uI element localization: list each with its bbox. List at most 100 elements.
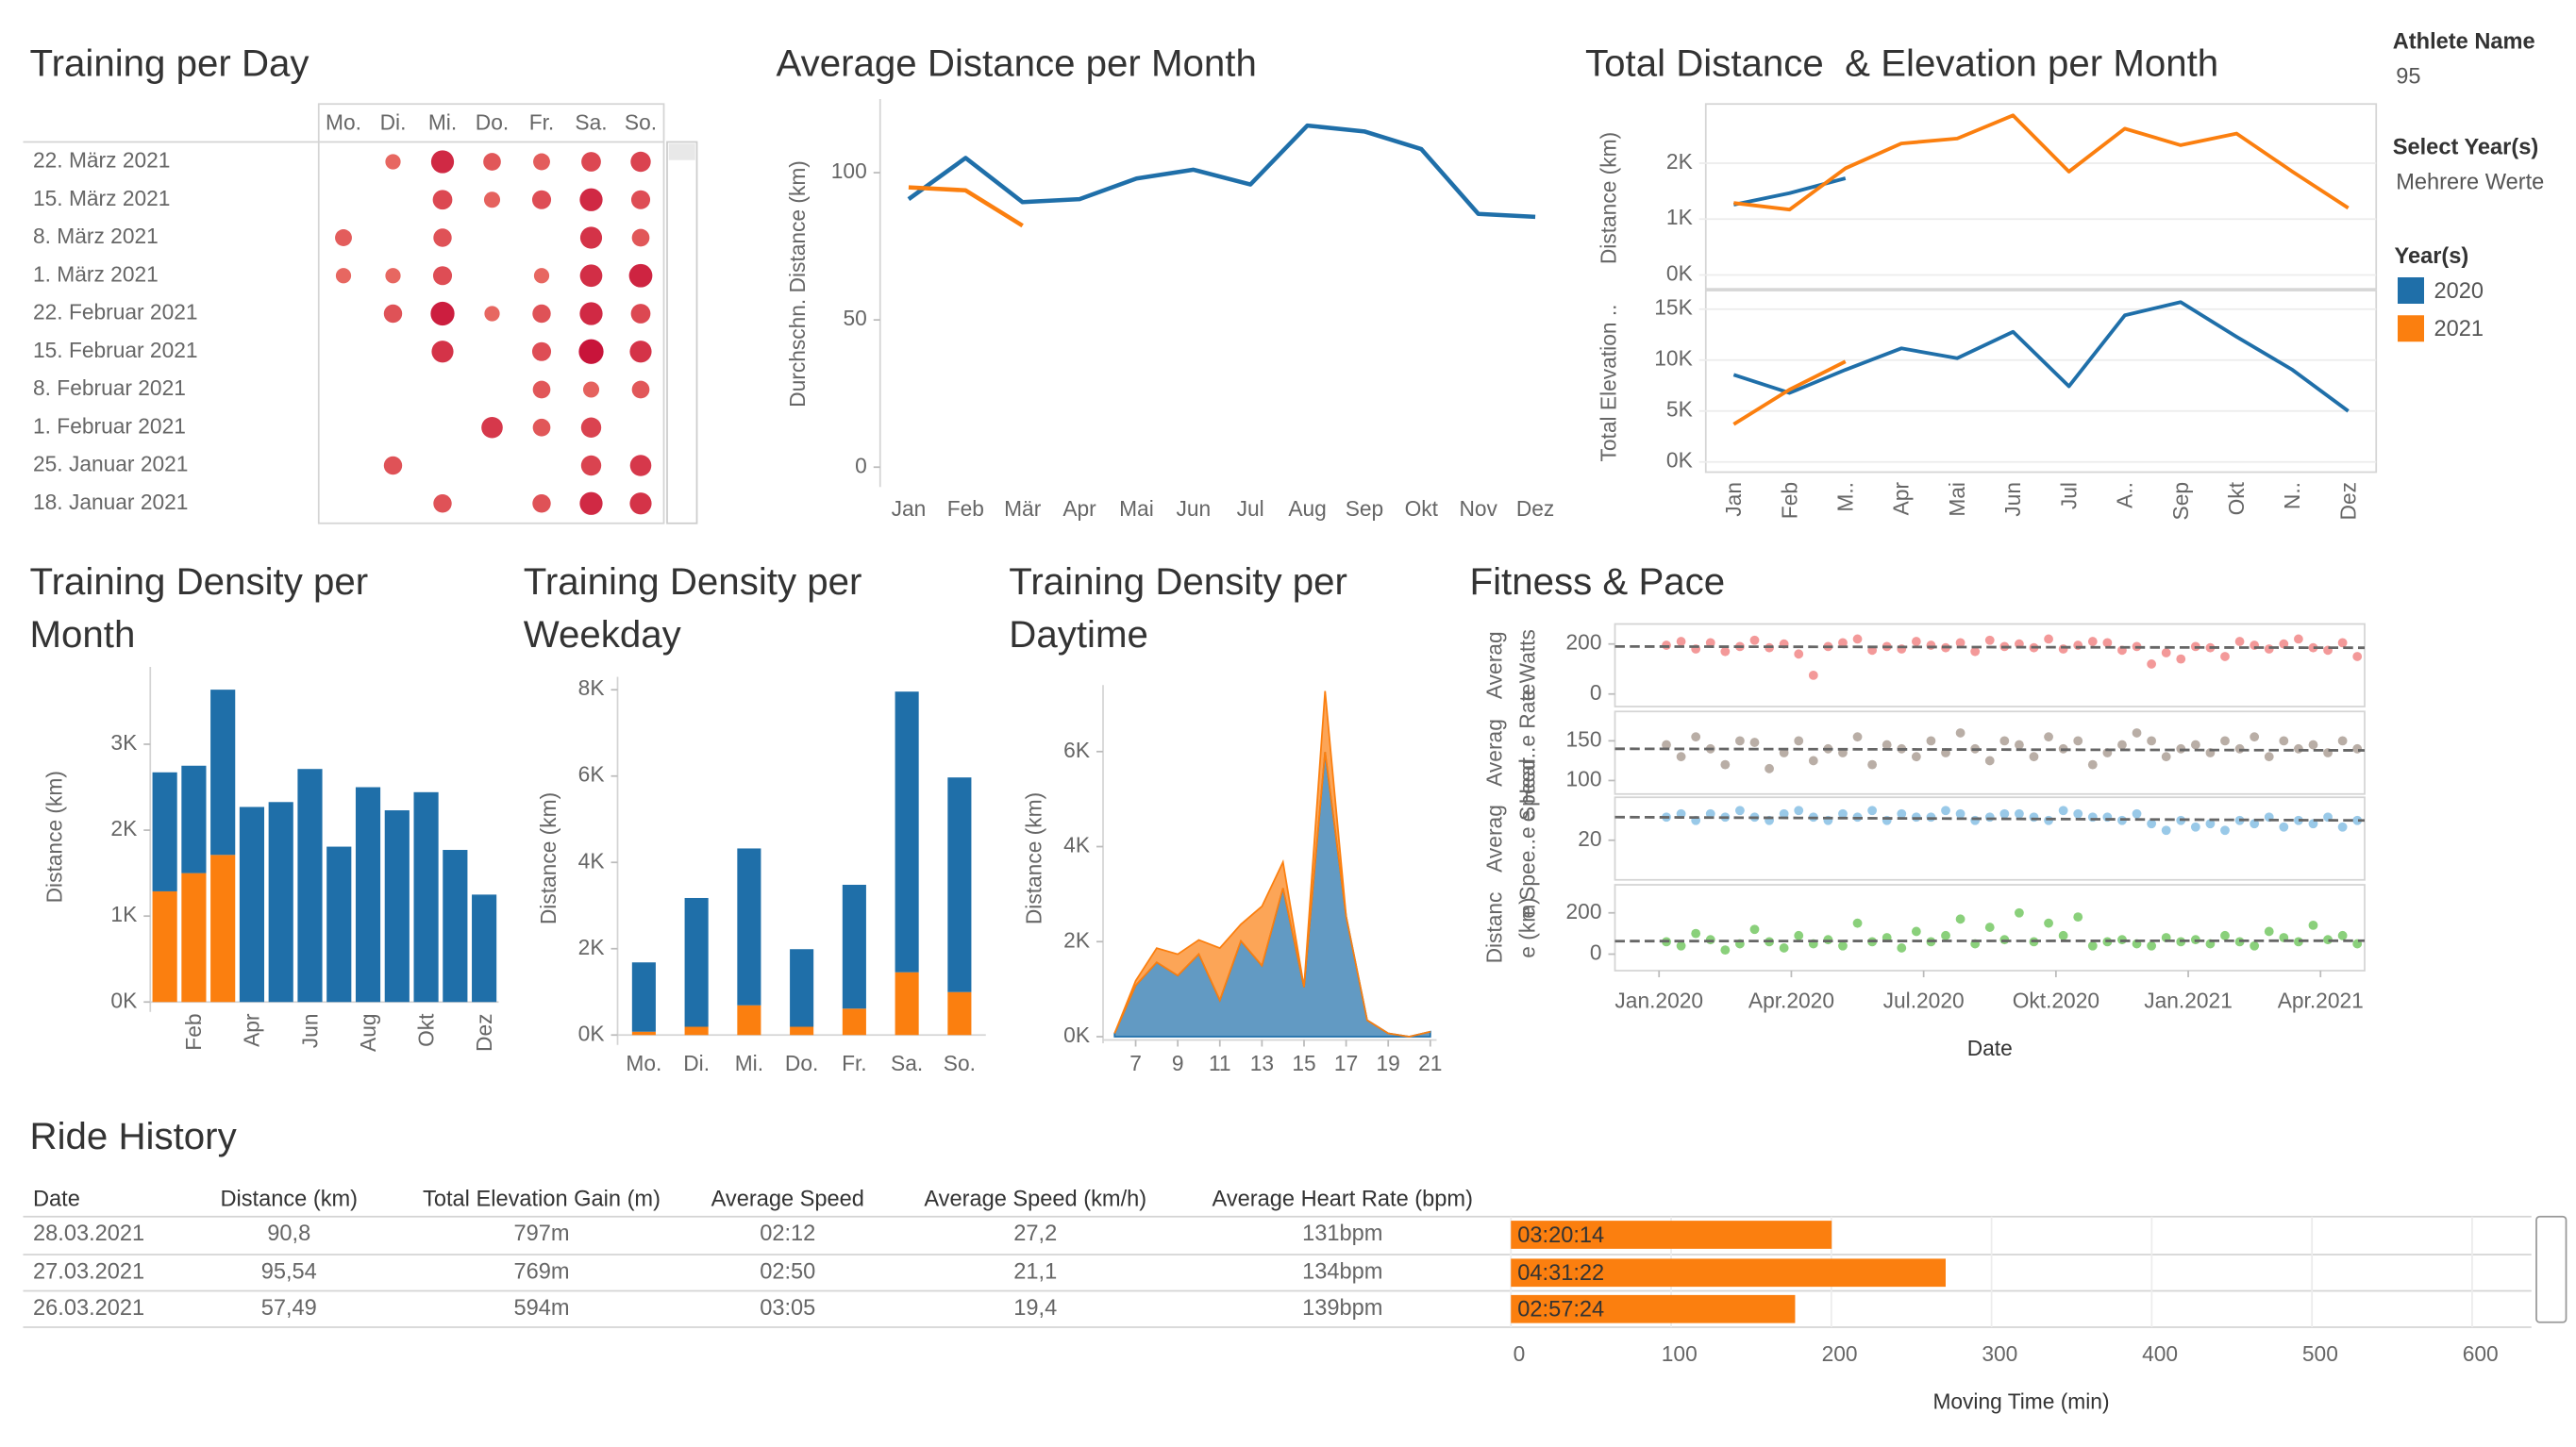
x-tick-label: Jan — [1721, 482, 1746, 517]
x-tick-label: M.. — [1833, 482, 1858, 512]
x-tick-label: Jul — [2056, 482, 2081, 509]
column-label: Fr. — [529, 109, 555, 134]
point — [1838, 940, 1848, 951]
point — [1838, 638, 1848, 648]
point — [2161, 648, 2171, 657]
bubble — [430, 150, 455, 174]
x-tick-label: Feb — [181, 1014, 206, 1051]
x-tick-label: Jan.2021 — [2144, 988, 2233, 1012]
y-tick-label: 0K — [110, 988, 137, 1012]
y-axis-label: Distance (km) — [1596, 132, 1620, 264]
bar — [737, 848, 761, 1006]
bar — [684, 897, 709, 1027]
point — [2220, 652, 2230, 661]
point — [2352, 652, 2363, 661]
x-tick-label: Di. — [683, 1051, 710, 1075]
row-label: 15. Februar 2021 — [33, 338, 198, 362]
table-cell: 27,2 — [1013, 1222, 1057, 1246]
point — [2073, 808, 2083, 819]
y-tick-label: 150 — [1566, 726, 1602, 751]
point — [1999, 736, 2010, 746]
trend-line — [1614, 815, 2366, 823]
point — [2015, 907, 2024, 918]
point — [2250, 732, 2260, 742]
x-tick-label: Jun — [297, 1014, 322, 1049]
scrollbar-thumb[interactable] — [668, 143, 695, 160]
bar — [684, 1026, 709, 1036]
row-label: 1. März 2021 — [33, 261, 159, 286]
point — [1984, 756, 1995, 766]
x-tick-label: Mär — [1004, 496, 1042, 521]
point — [1794, 930, 1804, 940]
bar — [152, 772, 177, 891]
point — [1970, 815, 1981, 825]
x-tick-label: Okt.2020 — [2013, 988, 2099, 1012]
y-axis-label: Durchschn. Distance (km) — [785, 160, 810, 407]
panel-frame — [1614, 884, 2366, 972]
line — [1733, 113, 2350, 212]
point — [1867, 759, 1878, 770]
table-scrollbar[interactable] — [2535, 1215, 2568, 1323]
point — [2250, 940, 2260, 951]
point — [2161, 825, 2171, 836]
bar — [895, 691, 919, 973]
y-tick-label: 10K — [1654, 346, 1692, 371]
point — [2029, 812, 2039, 823]
table-cell: 26.03.2021 — [33, 1296, 144, 1321]
y-axis-label: e Hear..e Rate — [1515, 684, 1540, 823]
scrollbar[interactable] — [666, 141, 698, 524]
year-filter-label: Select Year(s) — [2393, 136, 2538, 160]
bubble — [532, 304, 551, 324]
year-filter-value[interactable]: Mehrere Werte — [2396, 170, 2544, 194]
panel-frame — [1704, 103, 2378, 291]
bubble — [631, 380, 650, 399]
bubble — [433, 228, 452, 247]
x-tick-label: 500 — [2302, 1341, 2338, 1366]
x-tick-label: Sa. — [891, 1051, 923, 1075]
point — [1705, 935, 1715, 945]
bubble — [335, 229, 352, 246]
table-title: Ride History — [29, 1114, 237, 1157]
y-axis-label: Distance (km) — [1021, 792, 1045, 924]
point — [2147, 736, 2157, 746]
line — [907, 123, 1536, 220]
column-header: Average Speed — [711, 1187, 864, 1211]
bubble — [578, 339, 604, 364]
trend-line — [1614, 747, 2366, 752]
column-header: Date — [33, 1187, 80, 1211]
x-tick-label: Dez — [1516, 496, 1554, 521]
bar — [152, 890, 177, 1003]
chart-title: Training Density per Month — [29, 559, 369, 656]
point — [2337, 822, 2348, 832]
point — [2015, 740, 2024, 750]
panel-frame — [1614, 623, 2366, 707]
bar — [443, 850, 468, 1003]
panel-frame — [1704, 290, 2378, 474]
column-label: Mo. — [326, 109, 361, 134]
bubble — [484, 306, 500, 322]
point — [2102, 638, 2113, 648]
trend-line — [1614, 644, 2366, 650]
point — [2190, 822, 2200, 832]
column-header: Total Elevation Gain (m) — [423, 1187, 661, 1211]
bubble — [383, 304, 403, 324]
bar — [947, 991, 972, 1036]
x-tick-label: Jul — [1237, 496, 1264, 521]
point — [1691, 732, 1701, 742]
point — [2308, 642, 2318, 653]
x-tick-label: Mai — [1945, 482, 1969, 517]
point — [1735, 736, 1745, 746]
column-header: Average Heart Rate (bpm) — [1213, 1187, 1473, 1211]
point — [2044, 634, 2053, 644]
table-cell: 27.03.2021 — [33, 1259, 144, 1284]
point — [1852, 918, 1863, 928]
x-tick-label: Nov — [1459, 496, 1497, 521]
value-label: 02:57:24 — [1517, 1298, 1604, 1322]
bubble — [532, 380, 551, 399]
point — [2190, 740, 2200, 750]
point — [1705, 808, 1715, 819]
bubble — [582, 381, 600, 398]
column-header: Distance (km) — [220, 1187, 358, 1211]
athlete-value[interactable]: 95 — [2396, 64, 2420, 89]
